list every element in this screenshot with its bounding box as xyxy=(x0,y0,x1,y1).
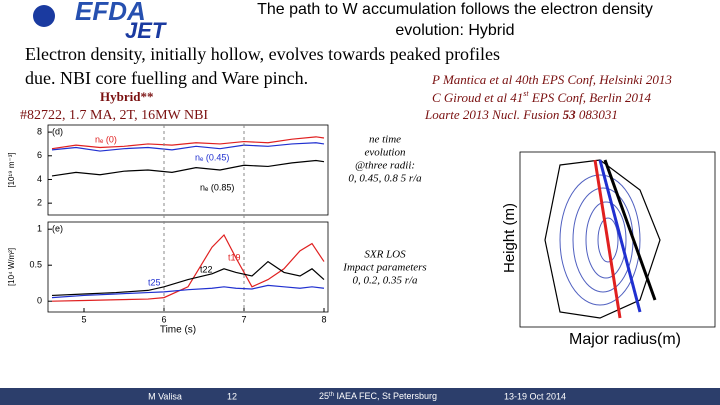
y-tick-label: 1 xyxy=(37,224,42,234)
x-tick-label: 8 xyxy=(321,314,326,324)
reference: P Mantica et al 40th EPS Conf, Helsinki … xyxy=(431,72,672,87)
x-axis-label: Time (s) xyxy=(160,325,196,336)
x-tick-label: 7 xyxy=(241,314,246,324)
panel-label: (e) xyxy=(52,223,63,233)
note: SXR LOS xyxy=(364,249,406,261)
note: Impact parameters xyxy=(342,262,426,274)
reference: C Giroud et al 41st EPS Conf, Berlin 201… xyxy=(432,89,652,105)
footer-dates: 13-19 Oct 2014 xyxy=(504,391,566,401)
plot-frame xyxy=(47,124,329,216)
panel-label: (d) xyxy=(52,126,63,136)
flux-surface xyxy=(597,217,619,263)
reference: Loarte 2013 Nucl. Fusion 53 083031 xyxy=(424,107,618,122)
scenario: Hybrid** xyxy=(100,89,153,104)
series-label: t19 xyxy=(228,252,241,262)
logo-efda: EFDA xyxy=(75,0,146,26)
eu-flag xyxy=(33,5,55,27)
series-label: t22 xyxy=(200,264,213,274)
series-line xyxy=(51,284,325,299)
body-text: due. NBI core fuelling and Ware pinch. xyxy=(25,68,308,88)
series-label: nₑ (0.85) xyxy=(200,182,234,192)
logo-jet: JET xyxy=(125,18,167,43)
note: 0, 0.45, 0.8 5 r/a xyxy=(348,173,422,185)
x-tick-label: 5 xyxy=(81,314,86,324)
note: ne time xyxy=(369,134,401,146)
y-axis-label: [10⁴ W/m²] xyxy=(7,248,16,286)
series-label: nₑ (0.45) xyxy=(195,152,229,162)
los xyxy=(598,159,642,313)
plots: (d) [10¹⁹ m⁻³] 8 6 4 2 nₑ (0) nₑ (0.45) nₑ (0.85… xyxy=(7,124,329,336)
los xyxy=(603,159,657,301)
title: The path to W accumulation follows the e… xyxy=(257,1,653,18)
y-axis-label: [10¹⁹ m⁻³] xyxy=(7,152,16,187)
los xyxy=(593,159,622,319)
series-label: nₑ (0) xyxy=(95,134,117,144)
flux-surface xyxy=(585,201,627,279)
note: 0, 0.2, 0.35 r/a xyxy=(352,275,418,287)
y-tick-label: 0 xyxy=(37,296,42,306)
body-text: Electron density, initially hollow, evol… xyxy=(25,44,500,64)
vessel xyxy=(544,159,661,319)
x-axis-label: Major radius(m) xyxy=(569,331,681,348)
y-axis-label: Height (m) xyxy=(501,203,518,273)
y-tick-label: 8 xyxy=(37,126,42,136)
series-line xyxy=(51,233,325,302)
footer-bar xyxy=(0,388,720,405)
flux-surface xyxy=(559,174,641,306)
plot-frame xyxy=(47,221,329,313)
series-line xyxy=(51,136,325,150)
y-tick-label: 4 xyxy=(37,174,42,184)
equilibrium-plot: Height (m) Major radius(m) xyxy=(501,151,716,348)
footer-page: 12 xyxy=(227,391,237,401)
series-line xyxy=(51,142,325,152)
x-tick-label: 6 xyxy=(161,314,166,324)
y-tick-label: 0.5 xyxy=(29,260,42,270)
title: evolution: Hybrid xyxy=(395,22,514,39)
series-line xyxy=(51,260,325,297)
note: @three radii: xyxy=(355,160,415,172)
y-tick-label: 6 xyxy=(37,150,42,160)
note: evolution xyxy=(365,147,406,159)
y-tick-label: 2 xyxy=(37,198,42,208)
shot-parameters: #82722, 1.7 MA, 2T, 16MW NBI xyxy=(20,108,208,123)
footer-author: M Valisa xyxy=(148,391,182,401)
series-label: t25 xyxy=(148,277,161,287)
series-line xyxy=(51,159,325,177)
frame xyxy=(519,151,716,328)
footer-conference: 25th IAEA FEC, St Petersburg xyxy=(319,391,437,401)
